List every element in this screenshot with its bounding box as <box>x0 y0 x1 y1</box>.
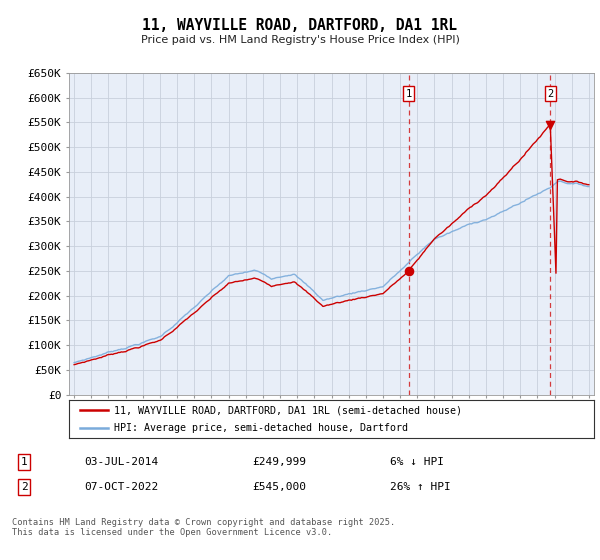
Text: 07-OCT-2022: 07-OCT-2022 <box>84 482 158 492</box>
Text: 11, WAYVILLE ROAD, DARTFORD, DA1 1RL (semi-detached house): 11, WAYVILLE ROAD, DARTFORD, DA1 1RL (se… <box>113 405 461 415</box>
Text: Contains HM Land Registry data © Crown copyright and database right 2025.
This d: Contains HM Land Registry data © Crown c… <box>12 518 395 537</box>
Text: 03-JUL-2014: 03-JUL-2014 <box>84 457 158 467</box>
Text: Price paid vs. HM Land Registry's House Price Index (HPI): Price paid vs. HM Land Registry's House … <box>140 35 460 45</box>
Text: 1: 1 <box>20 457 28 467</box>
Text: HPI: Average price, semi-detached house, Dartford: HPI: Average price, semi-detached house,… <box>113 423 407 433</box>
Text: 1: 1 <box>406 88 412 99</box>
Text: 26% ↑ HPI: 26% ↑ HPI <box>390 482 451 492</box>
Text: £249,999: £249,999 <box>252 457 306 467</box>
Point <box>404 267 413 276</box>
Text: 2: 2 <box>547 88 553 99</box>
Text: 6% ↓ HPI: 6% ↓ HPI <box>390 457 444 467</box>
Point <box>545 120 555 129</box>
Text: 11, WAYVILLE ROAD, DARTFORD, DA1 1RL: 11, WAYVILLE ROAD, DARTFORD, DA1 1RL <box>143 18 458 32</box>
Text: 2: 2 <box>20 482 28 492</box>
Text: £545,000: £545,000 <box>252 482 306 492</box>
